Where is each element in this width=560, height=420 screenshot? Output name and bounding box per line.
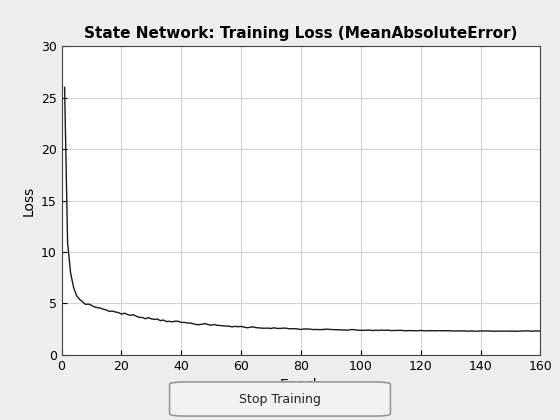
Y-axis label: Loss: Loss — [21, 185, 35, 216]
FancyBboxPatch shape — [170, 382, 390, 416]
Text: Stop Training: Stop Training — [239, 393, 321, 405]
X-axis label: Epoch: Epoch — [280, 378, 322, 392]
Title: State Network: Training Loss (MeanAbsoluteError): State Network: Training Loss (MeanAbsolu… — [85, 26, 517, 41]
